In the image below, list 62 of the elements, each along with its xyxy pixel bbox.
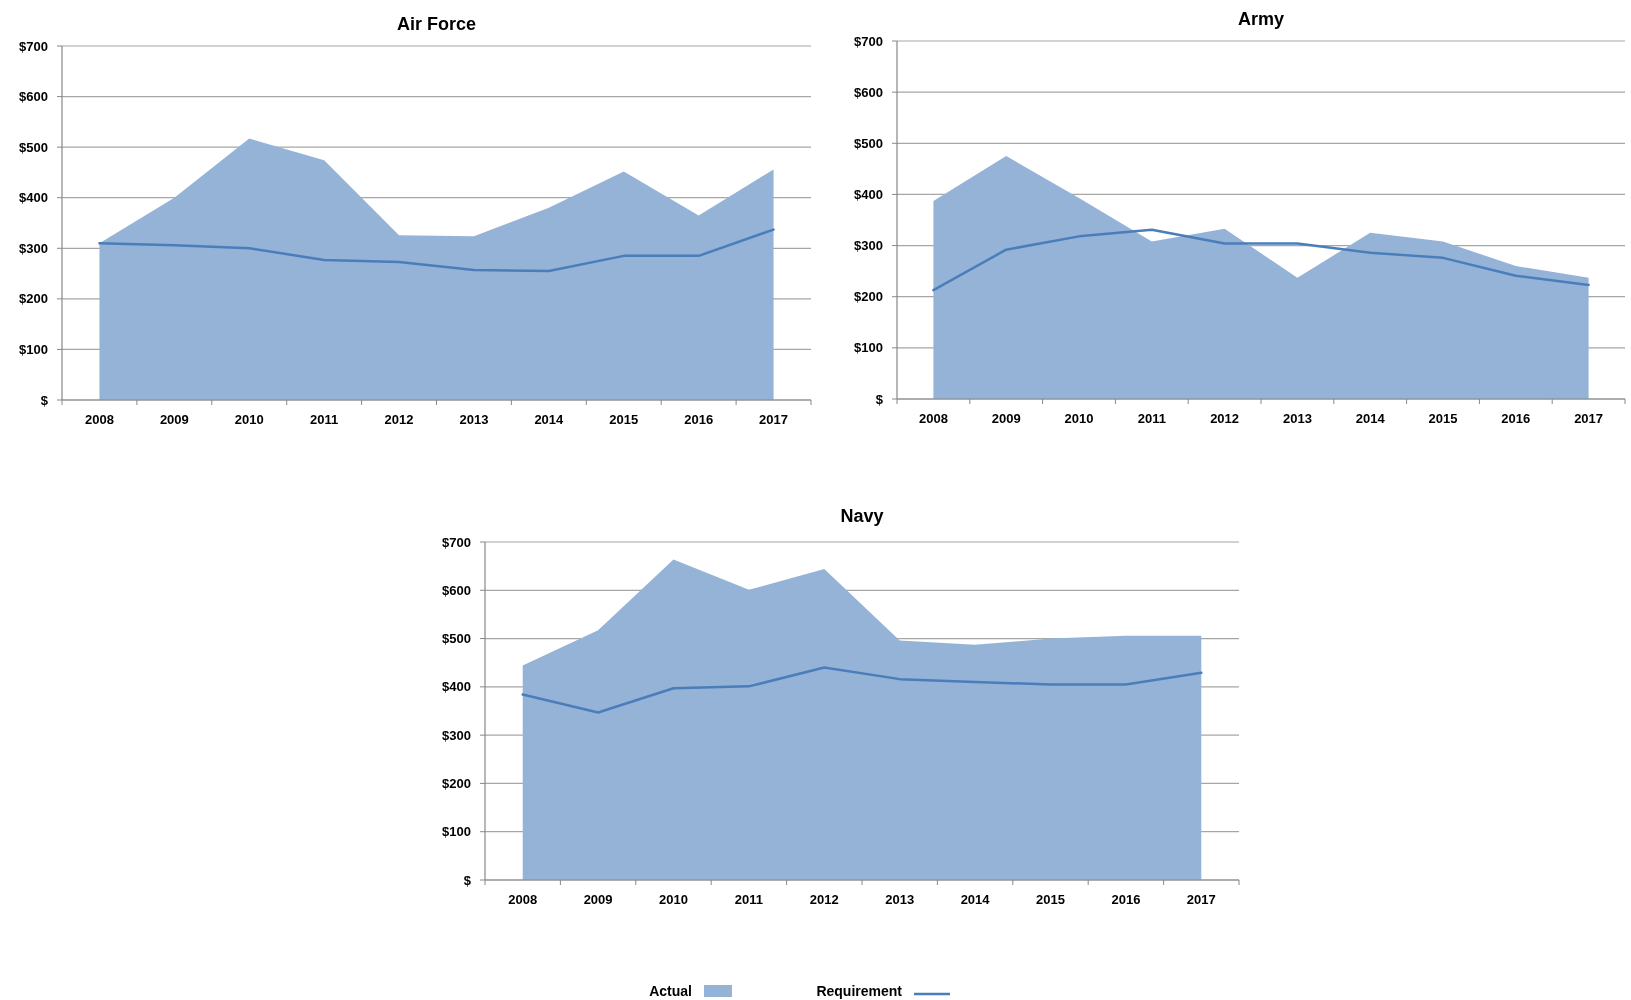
x-tick-label: 2013	[1282, 411, 1312, 426]
y-tick-label: $	[40, 392, 49, 408]
x-tick-label: 2017	[1186, 892, 1216, 907]
x-tick-label: 2016	[1501, 411, 1531, 426]
x-tick-label: 2009	[991, 411, 1021, 426]
legend-label: Requirement	[816, 982, 903, 999]
chart-title: Army	[1237, 9, 1285, 29]
y-tick-label: $700	[442, 534, 471, 550]
y-tick-label: $	[463, 872, 472, 888]
x-tick-label: 2010	[659, 892, 688, 907]
x-tick-label: 2015	[1036, 892, 1065, 907]
x-tick-label: 2013	[459, 412, 489, 427]
y-tick-label: $300	[19, 240, 48, 256]
y-tick-label: $400	[19, 190, 48, 206]
x-tick-label: 2014	[960, 892, 991, 907]
x-tick-label: 2011	[734, 892, 763, 907]
x-tick-label: 2011	[1137, 411, 1166, 426]
x-tick-label: 2017	[759, 412, 789, 427]
x-tick-label: 2008	[508, 892, 538, 907]
x-tick-label: 2014	[1355, 411, 1386, 426]
x-tick-label: 2008	[84, 412, 114, 427]
line-series	[932, 228, 1590, 292]
y-tick-label: $400	[854, 186, 883, 202]
x-tick-label: 2012	[809, 892, 839, 907]
y-tick-label: $200	[442, 775, 471, 791]
x-tick-label: 2017	[1574, 411, 1604, 426]
x-tick-label: 2014	[534, 412, 565, 427]
y-tick-label: $400	[442, 679, 471, 695]
x-tick-label: 2010	[234, 412, 264, 427]
line-series	[98, 228, 775, 273]
x-tick-label: 2015	[609, 412, 639, 427]
x-tick-label: 2016	[684, 412, 714, 427]
y-tick-label: $700	[854, 33, 883, 49]
y-tick-label: $700	[19, 38, 48, 54]
y-tick-label: $200	[19, 291, 48, 307]
x-tick-label: 2012	[1210, 411, 1240, 426]
x-tick-label: 2015	[1428, 411, 1458, 426]
chart-title: Navy	[840, 506, 884, 526]
x-tick-label: 2012	[384, 412, 414, 427]
x-tick-label: 2010	[1064, 411, 1094, 426]
y-tick-label: $500	[19, 139, 48, 155]
x-tick-label: 2008	[918, 411, 948, 426]
x-tick-label: 2013	[885, 892, 915, 907]
y-tick-label: $	[875, 391, 884, 407]
y-tick-label: $500	[442, 631, 471, 647]
y-tick-label: $300	[442, 727, 471, 743]
legend-label: Actual	[649, 982, 692, 999]
x-tick-label: 2016	[1111, 892, 1141, 907]
y-tick-label: $500	[854, 135, 883, 151]
x-tick-label: 2009	[583, 892, 613, 907]
y-tick-label: $200	[854, 289, 883, 305]
chart-title: Air Force	[396, 14, 477, 34]
y-tick-label: $300	[854, 238, 883, 254]
y-tick-label: $600	[19, 89, 48, 105]
x-tick-label: 2009	[159, 412, 189, 427]
y-tick-label: $100	[442, 824, 471, 840]
x-tick-label: 2011	[310, 412, 339, 427]
y-tick-label: $100	[19, 341, 48, 357]
y-tick-label: $100	[854, 340, 883, 356]
line-series	[521, 666, 1203, 714]
y-tick-label: $600	[442, 582, 471, 598]
y-tick-label: $600	[854, 84, 883, 100]
